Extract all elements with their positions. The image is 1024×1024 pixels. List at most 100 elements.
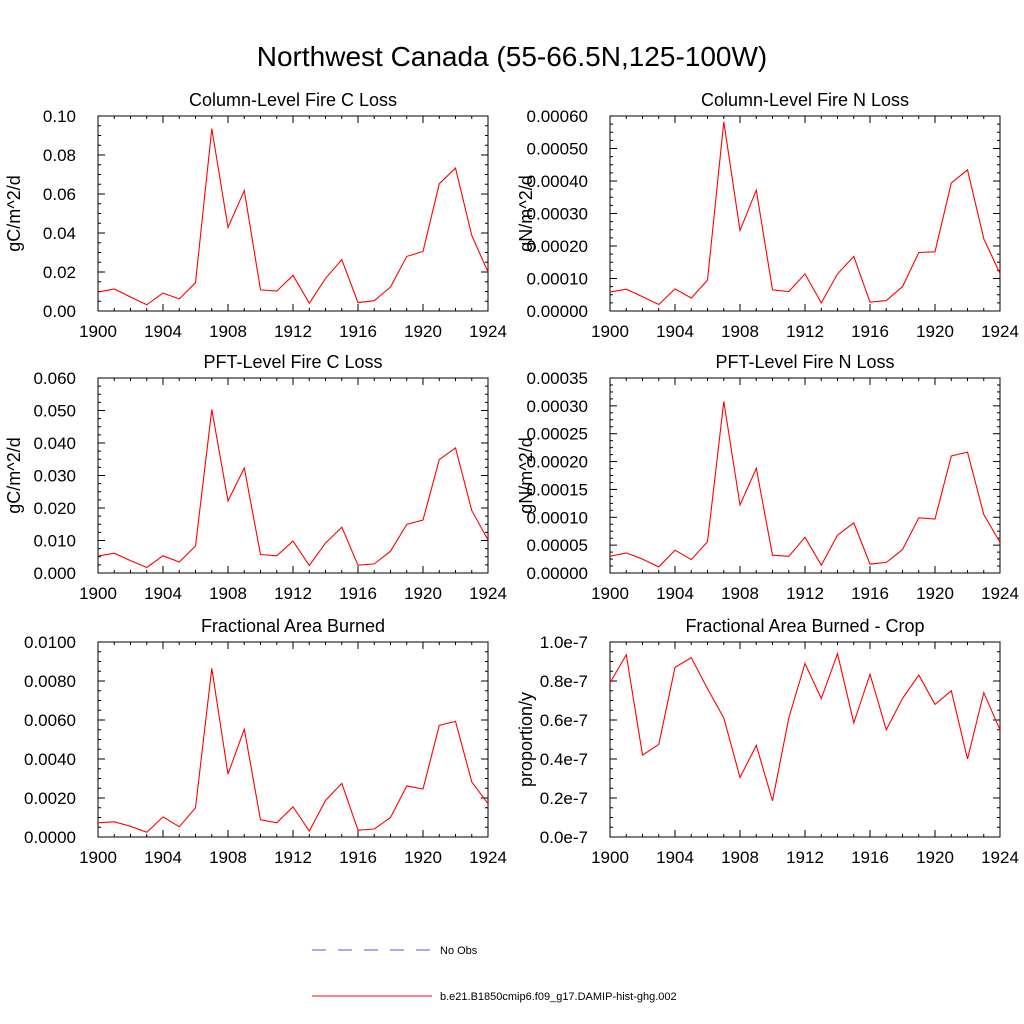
panel-title: PFT-Level Fire N Loss bbox=[715, 352, 894, 372]
y-axis-label: gN/m^2/d bbox=[516, 437, 536, 513]
plot-frame bbox=[97, 377, 489, 574]
y-tick-label: 0.2e-7 bbox=[540, 789, 588, 808]
panel-title: Fractional Area Burned - Crop bbox=[685, 616, 924, 636]
x-tick-label: 1912 bbox=[274, 322, 312, 341]
x-tick-label: 1924 bbox=[981, 322, 1019, 341]
plot-frame bbox=[609, 115, 1001, 312]
x-tick-label: 1920 bbox=[404, 584, 442, 603]
y-tick-label: 1.0e-7 bbox=[540, 633, 588, 652]
y-tick-label: 0.04 bbox=[43, 224, 76, 243]
x-tick-label: 1924 bbox=[469, 848, 507, 867]
panel-6: Fractional Area Burned - Crop proportion/… bbox=[516, 616, 1019, 867]
panels: Column-Level Fire C Loss gC/m^2/d 1900 1904… bbox=[4, 90, 1019, 867]
x-tick-label: 1920 bbox=[916, 322, 954, 341]
y-tick-label: 0.00020 bbox=[527, 453, 588, 472]
x-tick-label: 1900 bbox=[79, 848, 117, 867]
series-line bbox=[97, 409, 489, 569]
y-tick-label: 0.4e-7 bbox=[540, 750, 588, 769]
x-tick-label: 1908 bbox=[721, 584, 759, 603]
y-tick-label: 0.0080 bbox=[24, 672, 76, 691]
x-tick-label: 1924 bbox=[981, 848, 1019, 867]
y-tick-label: 0.00040 bbox=[527, 172, 588, 191]
x-tick-label: 1904 bbox=[656, 584, 694, 603]
legend-label-model: b.e21.B1850cmip6.f09_g17.DAMIP-hist-ghg.… bbox=[440, 991, 677, 1003]
x-tick-label: 1916 bbox=[851, 848, 889, 867]
x-tick-label: 1916 bbox=[851, 322, 889, 341]
x-tick-label: 1900 bbox=[79, 584, 117, 603]
x-tick-label: 1912 bbox=[274, 584, 312, 603]
x-tick-label: 1916 bbox=[339, 584, 377, 603]
x-tick-label: 1900 bbox=[591, 584, 629, 603]
y-tick-label: 0.00015 bbox=[527, 480, 588, 499]
y-tick-label: 0.00 bbox=[43, 302, 76, 321]
y-tick-label: 0.00060 bbox=[527, 107, 588, 126]
y-tick-label: 0.00010 bbox=[527, 508, 588, 527]
series-line bbox=[609, 121, 1001, 306]
y-axis-label: gN/m^2/d bbox=[516, 175, 536, 251]
x-tick-label: 1904 bbox=[144, 848, 182, 867]
y-axis-label: gC/m^2/d bbox=[4, 175, 24, 251]
x-tick-label: 1912 bbox=[786, 322, 824, 341]
x-tick-label: 1920 bbox=[404, 848, 442, 867]
plot-frame bbox=[609, 377, 1001, 574]
figure-title: Northwest Canada (55-66.5N,125-100W) bbox=[257, 41, 767, 72]
plot-frame bbox=[97, 115, 489, 312]
panel-title: PFT-Level Fire C Loss bbox=[203, 352, 382, 372]
x-tick-label: 1924 bbox=[981, 584, 1019, 603]
series-line bbox=[609, 401, 1001, 568]
y-tick-label: 0.00000 bbox=[527, 564, 588, 583]
legend: No Obs b.e21.B1850cmip6.f09_g17.DAMIP-hi… bbox=[312, 945, 677, 1003]
panel-1: Column-Level Fire C Loss gC/m^2/d 1900 1904… bbox=[4, 90, 507, 341]
panel-4: PFT-Level Fire N Loss gN/m^2/d 1900 1904 190… bbox=[516, 352, 1019, 603]
panel-5: Fractional Area Burned 1900 1904 1908 1912 19… bbox=[24, 616, 507, 867]
y-axis-label: proportion/y bbox=[516, 692, 536, 787]
x-tick-label: 1916 bbox=[851, 584, 889, 603]
x-tick-label: 1904 bbox=[656, 322, 694, 341]
plot-frame bbox=[609, 641, 1001, 838]
y-tick-label: 0.0060 bbox=[24, 711, 76, 730]
x-tick-label: 1908 bbox=[721, 322, 759, 341]
x-tick-label: 1900 bbox=[591, 848, 629, 867]
y-tick-label: 0.02 bbox=[43, 263, 76, 282]
y-tick-label: 0.6e-7 bbox=[540, 711, 588, 730]
x-tick-label: 1912 bbox=[786, 584, 824, 603]
x-tick-label: 1904 bbox=[144, 584, 182, 603]
legend-label-no-obs: No Obs bbox=[440, 945, 478, 957]
panel-title: Fractional Area Burned bbox=[201, 616, 385, 636]
x-tick-label: 1908 bbox=[209, 584, 247, 603]
y-tick-label: 0.040 bbox=[33, 434, 76, 453]
y-tick-label: 0.0020 bbox=[24, 789, 76, 808]
y-tick-label: 0.00000 bbox=[527, 302, 588, 321]
panel-title: Column-Level Fire C Loss bbox=[189, 90, 397, 110]
y-tick-label: 0.10 bbox=[43, 107, 76, 126]
x-tick-label: 1900 bbox=[79, 322, 117, 341]
x-tick-label: 1920 bbox=[404, 322, 442, 341]
y-tick-label: 0.00020 bbox=[527, 237, 588, 256]
x-tick-label: 1916 bbox=[339, 848, 377, 867]
y-tick-label: 0.010 bbox=[33, 532, 76, 551]
y-tick-label: 0.08 bbox=[43, 146, 76, 165]
y-tick-label: 0.8e-7 bbox=[540, 672, 588, 691]
y-tick-label: 0.00050 bbox=[527, 140, 588, 159]
x-tick-label: 1920 bbox=[916, 848, 954, 867]
y-tick-label: 0.000 bbox=[33, 564, 76, 583]
x-tick-label: 1900 bbox=[591, 322, 629, 341]
y-axis-label: gC/m^2/d bbox=[4, 437, 24, 513]
x-tick-label: 1904 bbox=[656, 848, 694, 867]
x-tick-label: 1912 bbox=[786, 848, 824, 867]
y-tick-label: 0.00035 bbox=[527, 369, 588, 388]
x-tick-label: 1912 bbox=[274, 848, 312, 867]
series-line bbox=[609, 651, 1001, 802]
x-tick-label: 1908 bbox=[209, 848, 247, 867]
panel-title: Column-Level Fire N Loss bbox=[701, 90, 909, 110]
x-tick-label: 1908 bbox=[721, 848, 759, 867]
y-tick-label: 0.00025 bbox=[527, 425, 588, 444]
y-tick-label: 0.00005 bbox=[527, 536, 588, 555]
x-tick-label: 1904 bbox=[144, 322, 182, 341]
y-tick-label: 0.0040 bbox=[24, 750, 76, 769]
x-tick-label: 1908 bbox=[209, 322, 247, 341]
series-line bbox=[97, 668, 489, 833]
y-tick-label: 0.020 bbox=[33, 499, 76, 518]
series-line bbox=[97, 128, 489, 306]
